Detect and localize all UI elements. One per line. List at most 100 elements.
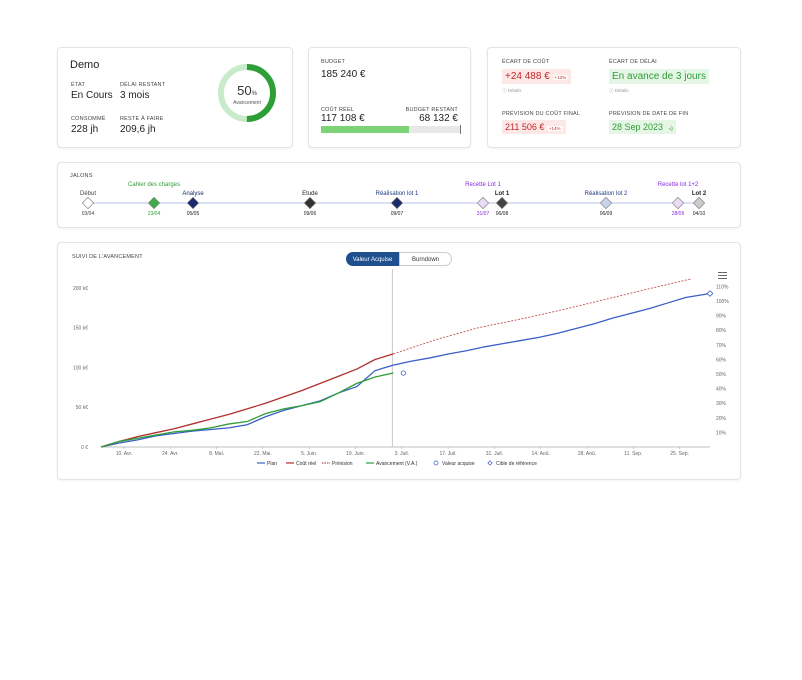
reste-label: RESTE À FAIRE xyxy=(120,116,164,122)
x-tick-label: 19. Juin. xyxy=(346,451,365,457)
jalon-label: Recette Lot 1 xyxy=(465,182,501,188)
budget-restant-label: BUDGET RESTANT xyxy=(405,107,458,113)
jalon-date: 04/10 xyxy=(693,211,706,217)
tab-valeur-acquise[interactable]: Valeur Acquise xyxy=(346,252,399,266)
hamburger-icon[interactable] xyxy=(718,272,727,279)
cout-reel-value: 117 108 € xyxy=(321,113,365,124)
jalon-date: 28/09 xyxy=(672,211,685,217)
svg-text:50%: 50% xyxy=(237,83,257,98)
x-tick-label: 5. Juin. xyxy=(301,451,317,457)
legend-item-1[interactable]: Coût réel xyxy=(286,461,316,467)
y2-tick-label: 60% xyxy=(716,357,727,363)
x-tick-label: 22. Mai. xyxy=(254,451,272,457)
budget-bar xyxy=(321,125,461,134)
y-tick-label: 50 k€ xyxy=(76,405,88,411)
y2-tick-label: 110% xyxy=(716,284,729,290)
jalon-label: Analyse xyxy=(182,191,204,197)
legend-label: Plan xyxy=(267,461,277,467)
x-tick-label: 11. Sep. xyxy=(624,451,642,457)
prev-cout-label: PRÉVISION DU COÛT FINAL xyxy=(502,111,581,117)
cout-reel-label: COÛT RÉEL xyxy=(321,107,355,113)
ecart-cout-pct: +13% xyxy=(552,75,569,80)
jalon-2[interactable]: Analyse 05/05 xyxy=(182,191,204,217)
budget-label: BUDGET xyxy=(321,59,346,65)
jalon-diamond-icon xyxy=(671,196,685,210)
jalon-date: 09/06 xyxy=(304,211,317,217)
progress-caption: Avancement xyxy=(233,100,261,106)
delai-value: 3 mois xyxy=(120,90,150,101)
x-tick-label: 31. Juil. xyxy=(486,451,503,457)
jalon-diamond-icon xyxy=(476,196,490,210)
jalon-date: 05/05 xyxy=(187,211,200,217)
legend-label: Valeur acquise xyxy=(442,461,475,467)
ecarts-card: ÉCART DE COÛT +24 488 € +13% ⓘ Détails É… xyxy=(487,47,741,148)
jalon-diamond-icon xyxy=(303,196,317,210)
jalon-7[interactable]: Réalisation lot 2 06/09 xyxy=(585,191,628,217)
y-tick-label: 100 k€ xyxy=(73,365,88,371)
prev-cout-pct: +14% xyxy=(546,126,563,131)
y2-tick-label: 10% xyxy=(716,430,727,436)
ecart-delai-label: ÉCART DE DÉLAI xyxy=(609,59,657,65)
jalon-date: 09/07 xyxy=(391,211,404,217)
consomme-label: CONSOMMÉ xyxy=(71,116,106,122)
jalon-label: Recette lot 1+2 xyxy=(658,182,699,188)
jalon-1[interactable]: Cahier des charges 23/04 xyxy=(128,182,180,217)
jalon-4[interactable]: Réalisation lot 1 09/07 xyxy=(376,191,419,217)
x-tick-label: 24. Avr. xyxy=(162,451,179,457)
jalon-6[interactable]: Lot 1 06/08 xyxy=(495,191,510,217)
jalon-5[interactable]: Recette Lot 1 31/07 xyxy=(465,182,501,217)
ecart-cout-label: ÉCART DE COÛT xyxy=(502,59,550,65)
x-tick-label: 28. Aoû. xyxy=(578,451,596,457)
legend-label: Avancement (V.A.) xyxy=(376,461,418,467)
legend-item-5[interactable]: Cible de référence xyxy=(487,460,537,467)
jalon-diamond-icon xyxy=(390,196,404,210)
suivi-card: SUIVI DE L'AVANCEMENT 0 € 50 k€ 100 k€ 150 … xyxy=(57,242,741,480)
budget-restant-value: 68 132 € xyxy=(419,113,458,124)
budget-card: BUDGET 185 240 € COÛT RÉEL 117 108 € BUD… xyxy=(308,47,471,148)
jalon-8[interactable]: Recette lot 1+2 28/09 xyxy=(658,182,699,217)
jalon-diamond-icon xyxy=(81,196,95,210)
project-name: Demo xyxy=(70,59,100,71)
progress-value: 50 xyxy=(237,83,251,98)
delai-label: DÉLAI RESTANT xyxy=(120,82,166,88)
ecart-cout-details[interactable]: ⓘ Détails xyxy=(502,88,522,93)
ecart-delai-details[interactable]: ⓘ Détails xyxy=(609,88,629,93)
series-cout xyxy=(100,353,394,448)
legend-item-4[interactable]: Valeur acquise xyxy=(433,460,475,467)
jalons-title: JALONS xyxy=(70,173,93,179)
progress-ring: 50% Avancement xyxy=(218,64,276,122)
tab-burndown[interactable]: Burndown xyxy=(399,252,452,266)
ecart-cout-badge: +24 488 € +13% xyxy=(502,69,572,84)
jalon-label: Réalisation lot 2 xyxy=(585,191,628,197)
jalon-label: Cahier des charges xyxy=(128,182,180,188)
y2-tick-label: 80% xyxy=(716,328,727,334)
y-tick-label: 150 k€ xyxy=(73,326,88,332)
budget-value: 185 240 € xyxy=(321,69,366,80)
jalons-timeline: Début 03/04 Cahier des charges 23/04 Analyse… xyxy=(80,182,707,217)
prev-cout-badge: 211 506 € +14% xyxy=(502,120,566,134)
jalon-0[interactable]: Début 03/04 xyxy=(80,191,96,217)
etat-value: En Cours xyxy=(71,90,113,101)
legend-item-3[interactable]: Avancement (V.A.) xyxy=(366,461,418,467)
jalon-label: Début xyxy=(80,191,96,197)
y2-tick-label: 40% xyxy=(716,387,727,393)
suivi-chart: 0 € 50 k€ 100 k€ 150 k€ 200 k€ 10% 20% 30% 40% 50… xyxy=(73,269,729,467)
legend-item-0[interactable]: Plan xyxy=(257,461,277,467)
jalon-label: Etude xyxy=(302,191,318,197)
jalon-3[interactable]: Etude 09/06 xyxy=(302,191,318,217)
progress-unit: % xyxy=(252,91,258,97)
x-tick-label: 25. Sep. xyxy=(670,451,689,457)
suivi-title: SUIVI DE L'AVANCEMENT xyxy=(72,254,143,260)
jalon-diamond-icon xyxy=(692,196,706,210)
jalon-date: 06/09 xyxy=(600,211,613,217)
reste-value: 209,6 jh xyxy=(120,124,156,135)
jalon-date: 31/07 xyxy=(477,211,490,217)
y2-tick-label: 90% xyxy=(716,314,727,320)
jalon-diamond-icon xyxy=(599,196,613,210)
valeur-acquise-point xyxy=(400,370,406,376)
legend-item-2[interactable]: Prévision xyxy=(322,461,353,467)
y2-tick-label: 30% xyxy=(716,401,727,407)
y-tick-label: 0 € xyxy=(81,445,88,451)
budget-bar-end xyxy=(460,125,461,134)
jalon-9[interactable]: Lot 2 04/10 xyxy=(692,191,707,217)
